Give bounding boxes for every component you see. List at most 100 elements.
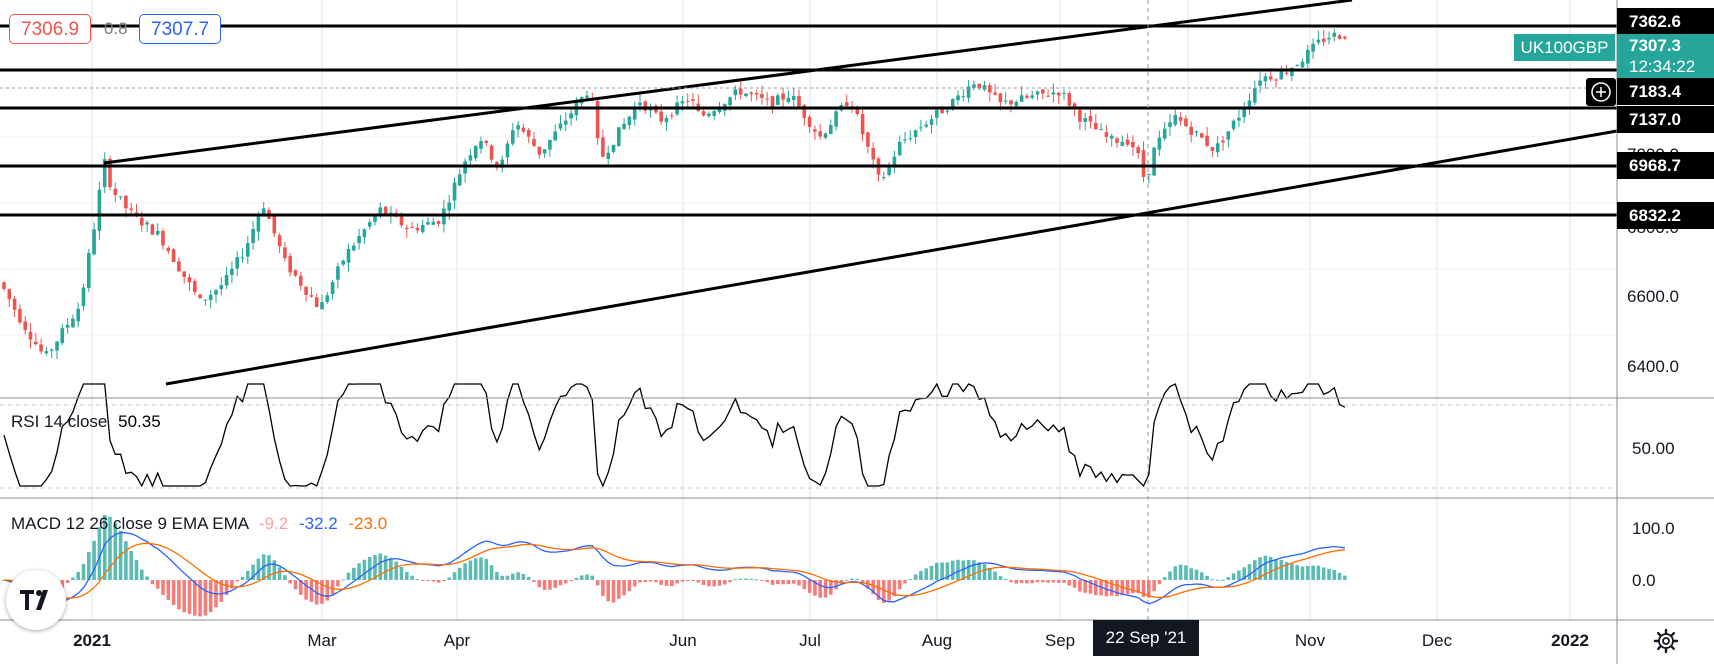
macd-hist-bar bbox=[1003, 579, 1008, 581]
rsi-line bbox=[3, 382, 1346, 488]
candle-body bbox=[1274, 79, 1278, 81]
candle-body bbox=[7, 289, 12, 300]
candle-body bbox=[1147, 174, 1151, 176]
macd-hist-bar bbox=[728, 580, 732, 583]
candle-body bbox=[1030, 95, 1034, 98]
candle-body bbox=[1321, 38, 1326, 42]
candle-body bbox=[1168, 122, 1172, 127]
macd-hist-bar bbox=[834, 580, 838, 590]
macd-hist-bar bbox=[770, 580, 775, 585]
candle-body bbox=[728, 97, 732, 106]
candle-body bbox=[81, 287, 86, 307]
macd-hist-bar bbox=[590, 575, 595, 580]
candle-body bbox=[532, 139, 536, 147]
macd-hist-bar bbox=[791, 580, 796, 584]
candle-body bbox=[818, 131, 822, 137]
macd-hist-bar bbox=[966, 559, 971, 580]
macd-hist-bar bbox=[1152, 580, 1156, 592]
rsi-legend[interactable]: RSI 14 close 50.35 bbox=[11, 412, 161, 432]
candle-body bbox=[341, 260, 345, 265]
add-alert-button[interactable] bbox=[1586, 78, 1616, 106]
candle-body bbox=[362, 229, 367, 238]
macd-hist-bar bbox=[871, 580, 875, 595]
candle-body bbox=[903, 139, 907, 141]
level-tag-6832[interactable]: 6832.2 bbox=[1617, 202, 1714, 229]
macd-hist-bar bbox=[1014, 580, 1019, 584]
macd-hist-bar bbox=[940, 562, 944, 580]
macd-hist-bar bbox=[1115, 580, 1119, 597]
candle-body bbox=[1131, 141, 1135, 148]
macd-hist-bar bbox=[929, 565, 934, 580]
candle-body bbox=[489, 145, 494, 160]
candle-body bbox=[754, 92, 759, 95]
lower-channel-line bbox=[165, 129, 1618, 386]
macd-hist-bar bbox=[961, 560, 966, 580]
macd-hist-bar bbox=[479, 557, 483, 580]
candle-body bbox=[1067, 93, 1072, 106]
macd-hist-bar bbox=[283, 575, 287, 580]
candle-body bbox=[993, 92, 997, 95]
level-tag-7362[interactable]: 7362.6 bbox=[1617, 8, 1714, 35]
candle-body bbox=[288, 256, 292, 273]
candle-body bbox=[65, 324, 70, 328]
macd-hist-bar bbox=[813, 580, 817, 596]
candle-body bbox=[913, 130, 918, 138]
level-tag-7137[interactable]: 7137.0 bbox=[1617, 106, 1714, 133]
macd-hist-bar bbox=[383, 555, 388, 580]
macd-tick-100: 100.0 bbox=[1632, 519, 1675, 538]
candle-body bbox=[1311, 43, 1315, 52]
macd-hist-bar bbox=[1173, 566, 1178, 580]
macd-hist-bar bbox=[442, 580, 446, 581]
macd-legend[interactable]: MACD 12 26 close 9 EMA EMA -9.2 -32.2 -2… bbox=[11, 514, 387, 534]
candle-body bbox=[622, 123, 626, 129]
macd-hist-bar bbox=[617, 580, 621, 599]
candle-body bbox=[92, 229, 96, 255]
candle-body bbox=[505, 143, 510, 158]
tradingview-logo-button[interactable] bbox=[6, 570, 66, 630]
candle-body bbox=[1072, 103, 1077, 110]
candle-body bbox=[1268, 76, 1273, 80]
candle-body bbox=[966, 86, 971, 98]
candlestick-series bbox=[2, 28, 1347, 360]
ask-price-box[interactable]: 7307.7 bbox=[139, 14, 222, 44]
candle-body bbox=[670, 115, 674, 117]
macd-hist-bar bbox=[452, 572, 457, 580]
candle-body bbox=[484, 140, 489, 144]
macd-hist-bar bbox=[1072, 580, 1077, 588]
macd-hist-bar bbox=[924, 568, 928, 580]
macd-hist-bar bbox=[171, 580, 176, 605]
candle-body bbox=[198, 294, 202, 299]
level-tag-7183[interactable]: 7183.4 bbox=[1617, 78, 1714, 105]
macd-hist-bar bbox=[1125, 580, 1130, 595]
candle-body bbox=[691, 99, 695, 101]
spread-value: 0.8 bbox=[104, 19, 128, 38]
level-tag-6968[interactable]: 6968.7 bbox=[1617, 152, 1714, 179]
candle-body bbox=[1316, 39, 1321, 43]
macd-signal-line bbox=[3, 542, 1345, 599]
candle-body bbox=[1046, 95, 1050, 97]
candle-body bbox=[1178, 117, 1183, 121]
macd-hist-bar bbox=[595, 580, 600, 586]
macd-hist-bar bbox=[638, 580, 642, 583]
macd-hist-bar bbox=[802, 580, 807, 590]
candle-body bbox=[336, 266, 340, 280]
upper-channel-line bbox=[103, 0, 1353, 165]
macd-hist-bar bbox=[198, 580, 202, 617]
candle-body bbox=[1279, 71, 1284, 80]
macd-legend-signal: -23.0 bbox=[348, 514, 388, 533]
macd-hist-bar bbox=[1062, 580, 1066, 583]
macd-hist-bar bbox=[866, 580, 870, 589]
candle-body bbox=[203, 299, 208, 301]
candle-body bbox=[595, 101, 600, 139]
macd-hist-bar bbox=[1099, 580, 1103, 596]
candle-body bbox=[378, 207, 383, 214]
bid-price-box[interactable]: 7306.9 bbox=[9, 14, 92, 44]
chart-settings-button[interactable] bbox=[1653, 628, 1679, 654]
candle-body bbox=[929, 119, 934, 125]
candle-body bbox=[473, 146, 478, 159]
candle-body bbox=[330, 282, 335, 294]
candle-body bbox=[224, 274, 229, 286]
macd-hist-bar bbox=[1295, 565, 1299, 580]
